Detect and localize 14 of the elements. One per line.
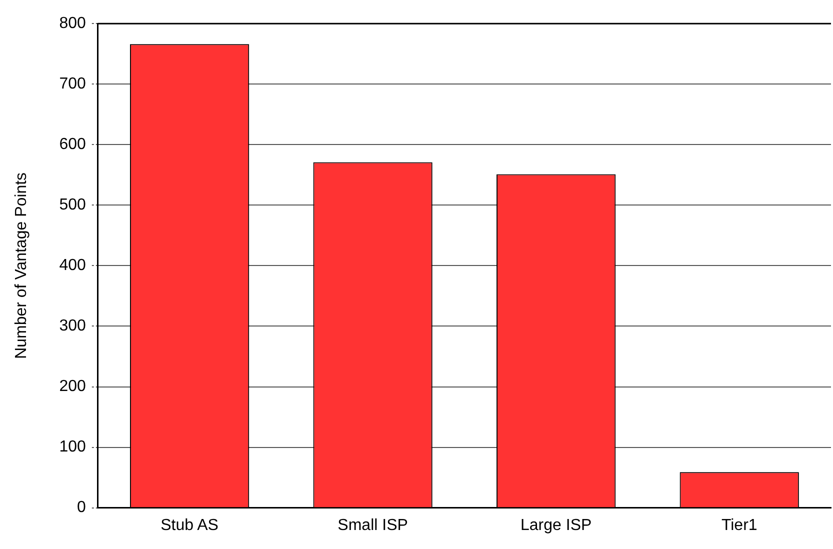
y-axis-title: Number of Vantage Points <box>13 172 30 359</box>
y-tick-label: 700 <box>59 76 86 93</box>
y-tick-label: 800 <box>59 15 86 32</box>
y-tick-label: 400 <box>59 257 86 274</box>
x-tick-label: Tier1 <box>721 516 758 534</box>
y-tick-label: 100 <box>59 438 86 456</box>
y-tick-label: 200 <box>59 378 86 396</box>
y-tick-label: 0 <box>76 499 86 516</box>
x-tick-label: Stub AS <box>160 516 218 534</box>
y-tick-label: 500 <box>59 196 86 214</box>
y-tick-label: 600 <box>59 136 86 154</box>
y-tick-label: 300 <box>59 318 86 335</box>
x-tick-label: Large ISP <box>520 516 592 534</box>
x-tick-label: Small ISP <box>338 516 408 534</box>
